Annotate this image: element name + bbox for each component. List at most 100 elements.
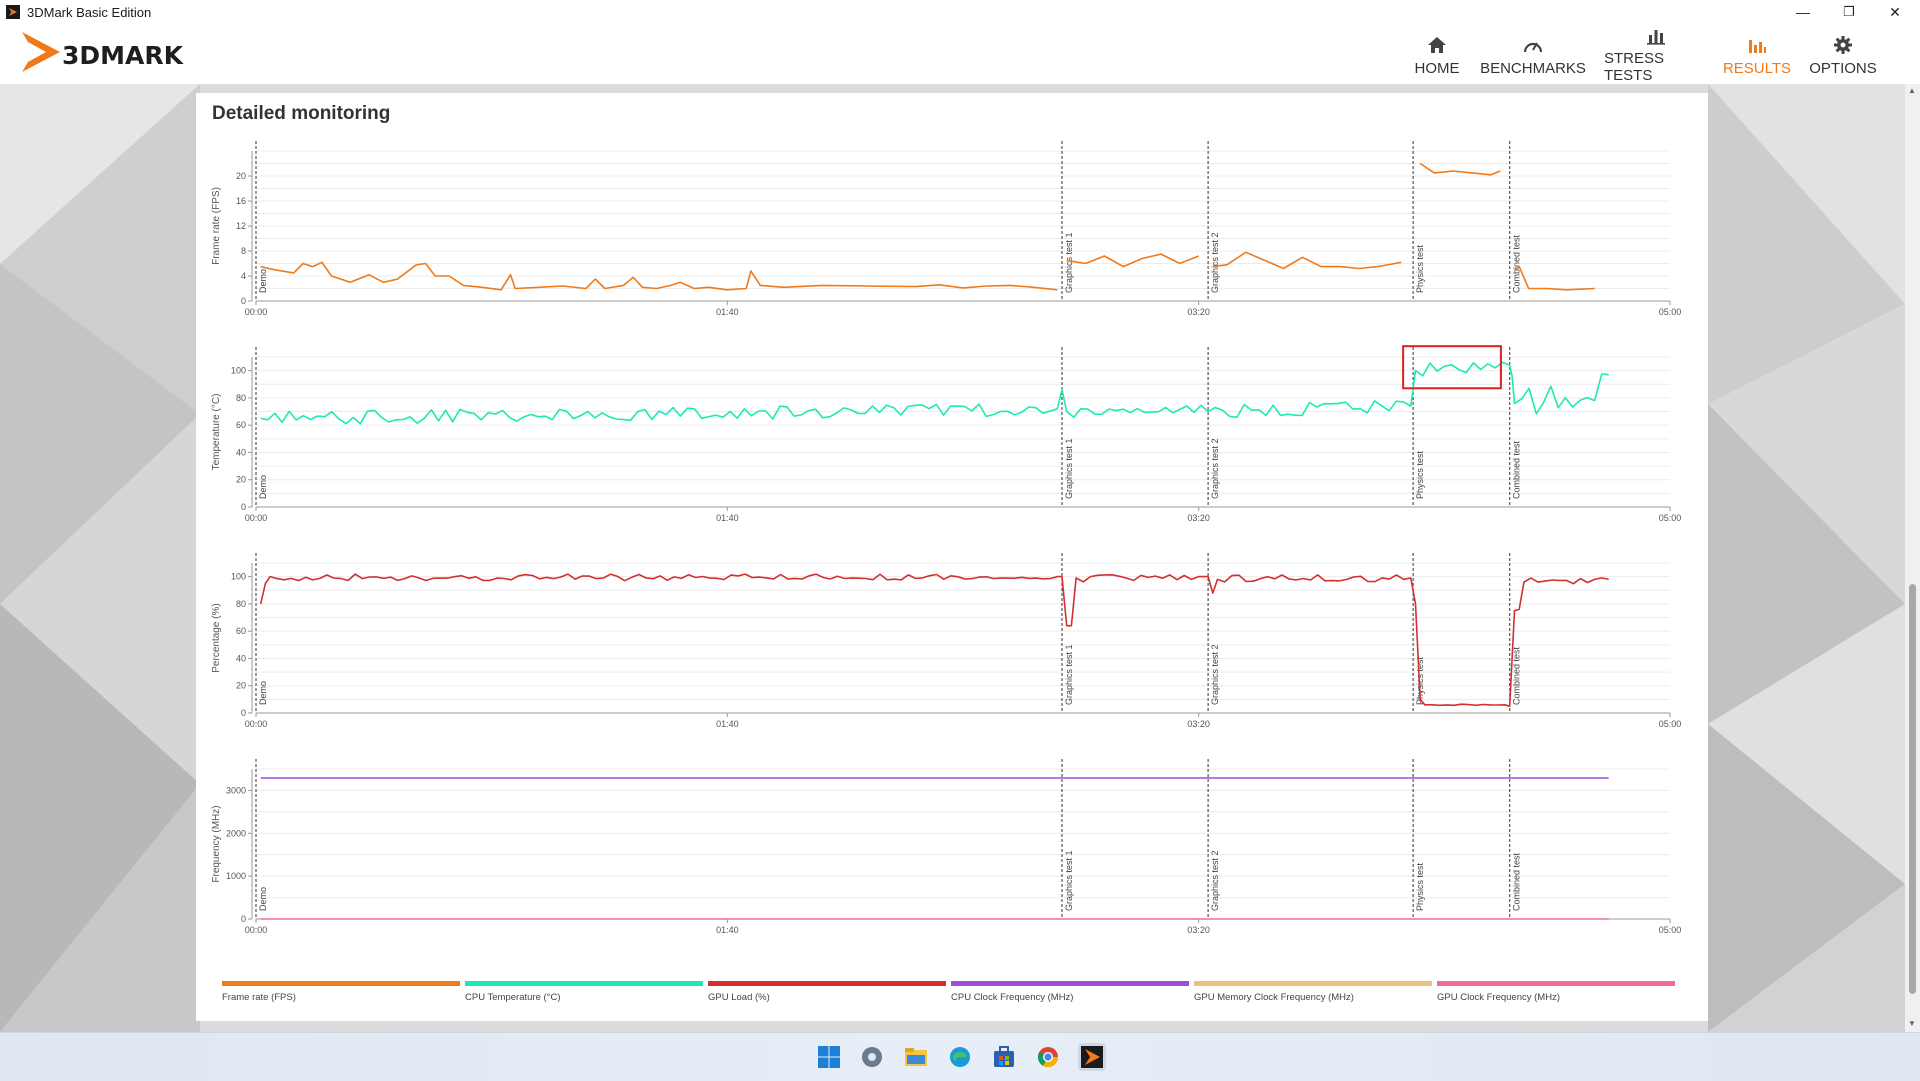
- x-tick-label: 03:20: [1187, 513, 1210, 523]
- legend-swatch: [1437, 981, 1675, 986]
- y-tick-label: 60: [236, 626, 246, 636]
- taskbar: [0, 1032, 1920, 1081]
- nav-home-label: HOME: [1414, 59, 1460, 77]
- monitoring-charts: 0 4 8 12 16 20 Frame rate (FPS) 00:00 01:40 03:20…: [211, 141, 1682, 935]
- close-button[interactable]: ✕: [1889, 3, 1901, 20]
- restore-button[interactable]: ❐: [1843, 4, 1855, 19]
- y-tick-label: 60: [236, 420, 246, 430]
- test-marker-label: Graphics test 1: [1064, 232, 1074, 293]
- vertical-scrollbar[interactable]: ▲ ▼: [1905, 84, 1920, 1032]
- y-axis-label: Frequency (MHz): [211, 805, 222, 882]
- legend-item: CPU Clock Frequency (MHz): [951, 981, 1189, 1003]
- x-tick-label: 05:00: [1659, 513, 1682, 523]
- microsoft-store-icon[interactable]: [990, 1043, 1018, 1071]
- file-explorer-icon[interactable]: [902, 1043, 930, 1071]
- chrome-icon[interactable]: [1034, 1043, 1062, 1071]
- test-marker-label: Combined test: [1512, 234, 1522, 293]
- logo-text: 3DMARK: [62, 41, 183, 70]
- nav-results[interactable]: RESULTS: [1720, 24, 1794, 84]
- settings-icon[interactable]: [858, 1043, 886, 1071]
- windows-start-icon[interactable]: [815, 1043, 843, 1071]
- x-tick-label: 01:40: [716, 925, 739, 935]
- gear-icon: [1833, 32, 1853, 58]
- series-line: [259, 573, 1609, 708]
- x-tick-label: 01:40: [716, 719, 739, 729]
- panel-title: Detailed monitoring: [212, 103, 391, 124]
- x-tick-label: 01:40: [716, 307, 739, 317]
- app-header: 3DMARK HOME BENCHMARKS STRESS TESTS RESU…: [0, 24, 1920, 84]
- legend-label: Frame rate (FPS): [222, 992, 296, 1003]
- highlight-box: [1402, 345, 1502, 390]
- test-marker-label: Demo: [258, 887, 268, 911]
- test-marker-label: Demo: [258, 475, 268, 499]
- y-tick-label: 1000: [226, 871, 246, 881]
- x-tick-label: 05:00: [1659, 307, 1682, 317]
- y-tick-label: 80: [236, 393, 246, 403]
- x-tick-label: 03:20: [1187, 925, 1210, 935]
- x-tick-label: 01:40: [716, 513, 739, 523]
- test-marker-label: Combined test: [1512, 646, 1522, 705]
- x-tick-label: 03:20: [1187, 719, 1210, 729]
- legend-label: CPU Clock Frequency (MHz): [951, 992, 1074, 1003]
- scroll-down-arrow-icon[interactable]: ▼: [1908, 1019, 1916, 1028]
- legend-label: GPU Load (%): [708, 992, 770, 1003]
- nav-options-label: OPTIONS: [1809, 59, 1877, 77]
- y-tick-label: 16: [236, 196, 246, 206]
- legend-label: GPU Memory Clock Frequency (MHz): [1194, 992, 1354, 1003]
- y-tick-label: 0: [241, 296, 246, 306]
- minimize-button[interactable]: —: [1796, 4, 1810, 20]
- y-tick-label: 0: [241, 708, 246, 718]
- 3dmark-logo[interactable]: 3DMARK: [20, 30, 220, 74]
- nav-benchmarks[interactable]: BENCHMARKS: [1480, 24, 1586, 84]
- legend-swatch: [1194, 981, 1432, 986]
- y-tick-label: 20: [236, 475, 246, 485]
- test-marker-label: Graphics test 2: [1210, 232, 1220, 293]
- detailed-monitoring-panel: Detailed monitoring 0 4 8 12 16 20 Frame rate …: [196, 93, 1708, 1021]
- x-tick-label: 00:00: [245, 307, 268, 317]
- y-tick-label: 80: [236, 599, 246, 609]
- legend-swatch: [708, 981, 946, 986]
- gauge-icon: [1522, 32, 1544, 58]
- results-chart-icon: [1747, 32, 1767, 58]
- y-axis-label: Percentage (%): [211, 603, 222, 672]
- x-tick-label: 00:00: [245, 925, 268, 935]
- legend-item: CPU Temperature (°C): [465, 981, 703, 1003]
- test-marker-label: Combined test: [1512, 852, 1522, 911]
- bar-chart-icon: [1646, 24, 1666, 48]
- x-tick-label: 05:00: [1659, 719, 1682, 729]
- y-tick-label: 20: [236, 681, 246, 691]
- series-line: [1419, 162, 1501, 176]
- y-tick-label: 3000: [226, 785, 246, 795]
- 3dmark-taskbar-icon[interactable]: [1078, 1043, 1106, 1071]
- test-marker-label: Physics test: [1415, 862, 1425, 911]
- y-tick-label: 100: [231, 572, 246, 582]
- legend-item: GPU Load (%): [708, 981, 946, 1003]
- nav-home[interactable]: HOME: [1402, 24, 1472, 84]
- test-marker-label: Physics test: [1415, 244, 1425, 293]
- test-marker-label: Demo: [258, 269, 268, 293]
- nav-stress-tests[interactable]: STRESS TESTS: [1604, 24, 1708, 84]
- scrollbar-thumb[interactable]: [1909, 584, 1916, 994]
- series-line: [260, 361, 1609, 425]
- edge-browser-icon[interactable]: [946, 1043, 974, 1071]
- legend-label: CPU Temperature (°C): [465, 992, 561, 1003]
- legend-item: Frame rate (FPS): [222, 981, 460, 1003]
- series-line: [1212, 251, 1402, 270]
- x-tick-label: 00:00: [245, 513, 268, 523]
- nav-options[interactable]: OPTIONS: [1806, 24, 1880, 84]
- test-marker-label: Graphics test 1: [1064, 644, 1074, 705]
- y-tick-label: 8: [241, 246, 246, 256]
- y-tick-label: 100: [231, 366, 246, 376]
- test-marker-label: Graphics test 2: [1210, 438, 1220, 499]
- test-marker-label: Graphics test 2: [1210, 644, 1220, 705]
- y-tick-label: 12: [236, 221, 246, 231]
- logo-arrow-icon: [22, 32, 60, 72]
- y-tick-label: 20: [236, 171, 246, 181]
- test-marker-label: Combined test: [1512, 440, 1522, 499]
- y-tick-label: 40: [236, 447, 246, 457]
- legend-item: GPU Memory Clock Frequency (MHz): [1194, 981, 1432, 1003]
- title-bar: 3DMark Basic Edition — ❐ ✕: [0, 0, 1920, 24]
- series-line: [260, 261, 1058, 291]
- y-tick-label: 2000: [226, 828, 246, 838]
- scroll-up-arrow-icon[interactable]: ▲: [1908, 86, 1916, 95]
